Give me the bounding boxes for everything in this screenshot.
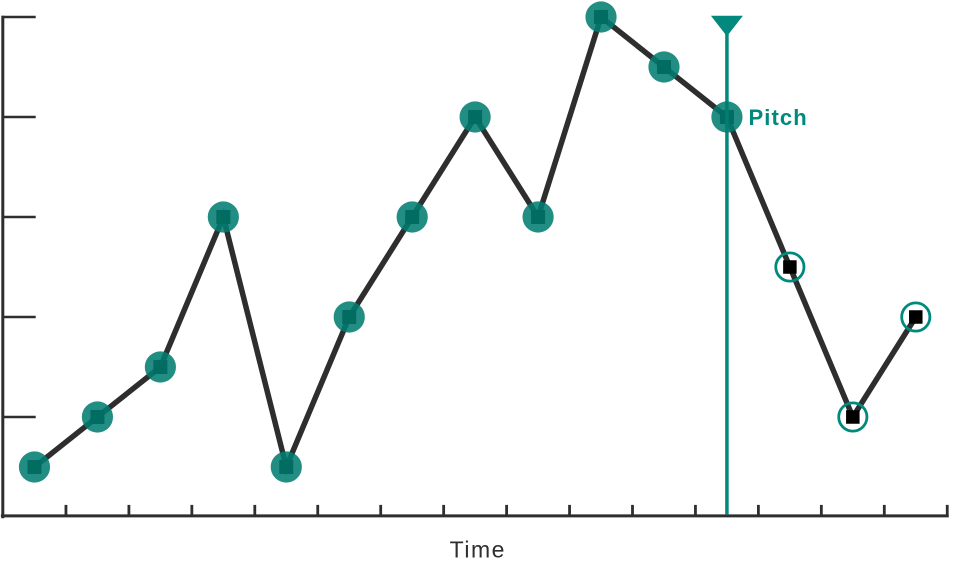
- svg-text:Pitch: Pitch: [749, 105, 808, 130]
- svg-text:Time: Time: [450, 537, 506, 563]
